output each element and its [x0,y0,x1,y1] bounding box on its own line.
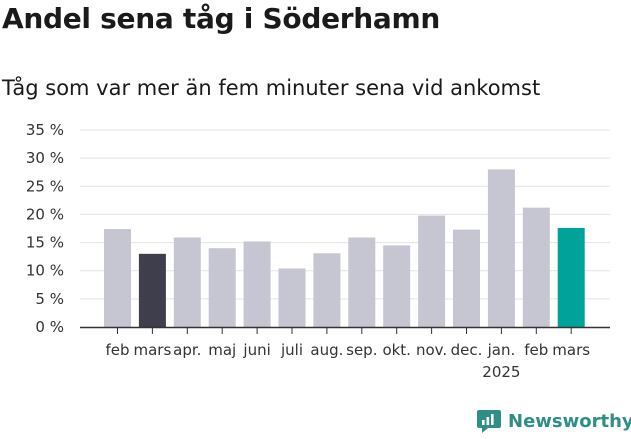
bar [278,268,306,327]
x-tick-label: nov. [416,341,447,359]
bar [348,237,376,327]
bar [208,248,236,327]
bar [313,253,341,327]
bar [243,241,271,327]
bar [104,229,131,327]
bar [487,169,515,327]
chart-subtitle: Tåg som var mer än fem minuter sena vid … [2,76,541,100]
y-tick-label: 10 % [26,262,64,280]
newsworthy-logo-icon [477,410,501,433]
bar [173,237,201,327]
year-label: 2025 [482,363,520,381]
bar [383,245,411,327]
x-tick-label: mars [552,341,590,359]
x-tick-label: mars [134,341,172,359]
y-tick-label: 35 % [26,121,64,139]
y-tick-label: 5 % [35,290,64,308]
x-tick-label: juni [242,341,270,359]
bar [138,253,166,327]
y-tick-label: 20 % [26,205,64,223]
bar-chart: 0 %5 %10 %15 %20 %25 %30 %35 %feb mars apr… [26,121,610,381]
x-tick-label: jan. [487,341,516,359]
x-tick-label: sep. [346,341,377,359]
brand-logo: Newsworthy [476,408,631,434]
x-tick-label: apr. [173,341,201,359]
y-tick-label: 15 % [26,234,64,252]
x-tick-label: juli [280,341,303,359]
y-tick-label: 25 % [26,177,64,195]
x-tick-label: maj [208,341,236,359]
y-tick-label: 30 % [26,149,64,167]
y-tick-label: 0 % [35,318,64,336]
x-tick-label: feb [524,341,548,359]
chart-title: Andel sena tåg i Söderhamn [2,2,441,35]
x-tick-label: aug. [310,341,343,359]
brand-name: Newsworthy [508,410,631,432]
bar [557,227,585,327]
bar [418,215,446,327]
x-tick-label: feb [105,341,129,359]
bar [453,229,480,327]
bar [522,207,550,327]
x-tick-label: okt. [382,341,411,359]
x-tick-label: dec. [451,341,483,359]
